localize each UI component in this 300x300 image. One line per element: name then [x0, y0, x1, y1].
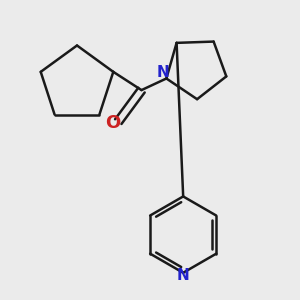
Text: O: O [105, 114, 120, 132]
Text: N: N [157, 65, 169, 80]
Text: N: N [177, 268, 190, 283]
